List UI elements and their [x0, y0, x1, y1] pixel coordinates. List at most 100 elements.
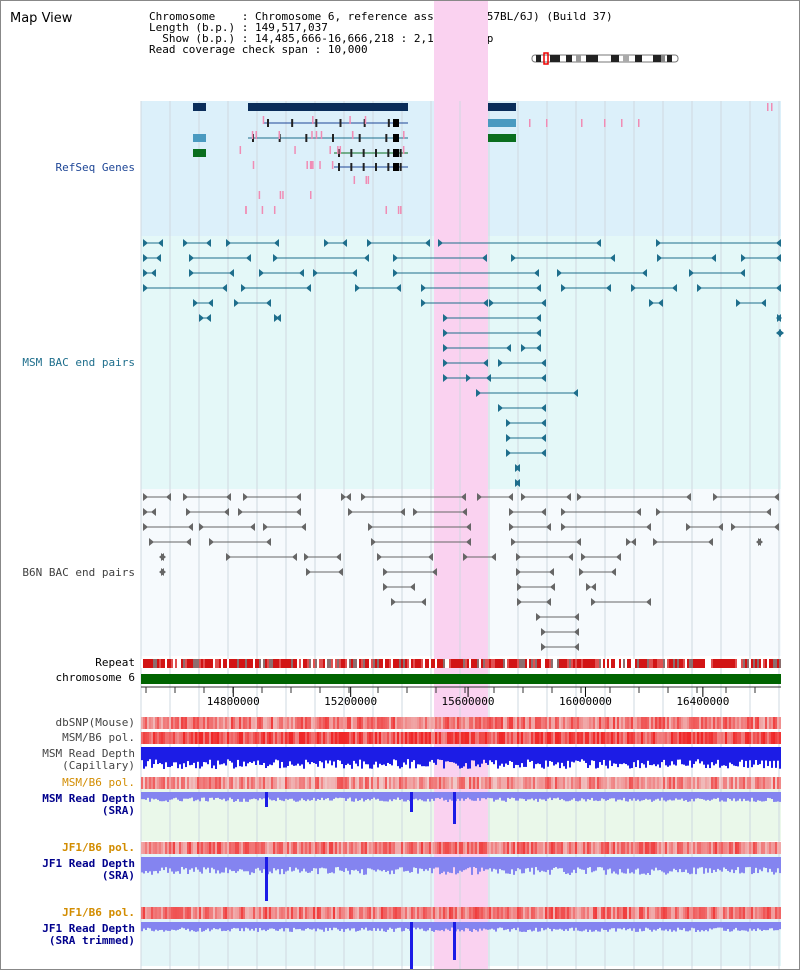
msm-sra-depth: [605, 792, 607, 801]
jf1-depth-sra-label: JF1 Read Depth (SRA): [5, 858, 135, 882]
msm-pol-cell: [469, 732, 471, 744]
msm-pol2-cell: [285, 777, 287, 789]
jf1-trimmed-depth: [423, 922, 425, 931]
dbsnp-cell: [221, 717, 223, 729]
jf1-sra-depth: [475, 857, 477, 869]
msm-sra-depth: [603, 792, 605, 800]
jf1-sra-depth: [641, 857, 643, 874]
jf1-trimmed-depth: [601, 922, 603, 929]
jf1-sra-depth: [511, 857, 513, 870]
jf1-sra-depth: [649, 857, 651, 875]
jf1-pol-cell: [299, 842, 301, 854]
b6n-bac-pair-end: [550, 583, 555, 591]
jf1-pol2-cell: [199, 907, 201, 919]
dbsnp-cell: [621, 717, 623, 729]
jf1-trimmed-depth: [179, 922, 181, 929]
msm-capillary-depth: [247, 747, 249, 764]
msm-pol-cell: [613, 732, 615, 744]
repeat-cell: [347, 659, 349, 668]
dbsnp-cell: [267, 717, 269, 729]
b6n-bac-pair-end: [708, 538, 713, 546]
jf1-pol-cell: [183, 842, 185, 854]
msm-bac-pair-end: [443, 344, 448, 352]
msm-sra-depth: [389, 792, 391, 800]
jf1-sra-depth: [581, 857, 583, 870]
b6n-bac-pair-end: [188, 523, 193, 531]
jf1-sra-depth: [167, 857, 169, 873]
jf1-sra-depth: [215, 857, 217, 874]
jf1-pol2-cell: [503, 907, 505, 919]
msm-capillary-depth: [169, 747, 171, 768]
msm-capillary-depth: [341, 747, 343, 765]
msm-pol2-cell: [169, 777, 171, 789]
jf1-pol2-cell: [279, 907, 281, 919]
b6n-bac-pair-end: [199, 523, 204, 531]
msm-capillary-depth: [253, 747, 255, 762]
msm-pol2-cell: [699, 777, 701, 789]
msm-pol-cell: [177, 732, 179, 744]
jf1-pol-cell: [191, 842, 193, 854]
jf1-pol-cell: [189, 842, 191, 854]
jf1-pol-cell: [511, 842, 513, 854]
msm-pol-cell: [709, 732, 711, 744]
dbsnp-cell: [151, 717, 153, 729]
msm-capillary-depth: [631, 747, 633, 769]
jf1-sra-depth: [213, 857, 215, 870]
repeat-cell: [553, 659, 555, 668]
jf1-pol2-cell: [391, 907, 393, 919]
refseq-gene: [193, 149, 206, 157]
jf1-trimmed-depth: [627, 922, 629, 930]
msm-pol2-cell: [415, 777, 417, 789]
msm-sra-depth: [315, 792, 317, 801]
msm-sra-depth: [393, 792, 395, 800]
dbsnp-cell: [457, 717, 459, 729]
repeat-cell: [381, 659, 383, 668]
msm-pol2-cell: [675, 777, 677, 789]
dbsnp-cell: [249, 717, 251, 729]
jf1-sra-depth: [557, 857, 559, 869]
jf1-pol2-cell: [163, 907, 165, 919]
msm-capillary-depth: [351, 747, 353, 769]
msm-sra-depth: [415, 792, 417, 799]
dbsnp-cell: [315, 717, 317, 729]
jf1-pol2-cell: [747, 907, 749, 919]
axis-tick-label: 15200000: [324, 695, 378, 708]
msm-pol2-cell: [365, 777, 367, 789]
msm-pol-cell: [683, 732, 685, 744]
b6n-bac-pair-end: [383, 583, 388, 591]
msm-bac-pair-end: [352, 269, 357, 277]
repeat-cell: [479, 659, 481, 668]
msm-sra-depth: [575, 792, 577, 801]
msm-pol-cell: [757, 732, 759, 744]
jf1-pol2-cell: [353, 907, 355, 919]
msm-sra-depth: [161, 792, 163, 802]
refseq-exon: [387, 149, 390, 157]
dbsnp-cell: [689, 717, 691, 729]
msm-bac-pair-end: [483, 299, 488, 307]
jf1-sra-depth: [763, 857, 765, 868]
repeat-cell: [673, 659, 675, 668]
msm-sra-depth: [423, 792, 425, 802]
jf1-trimmed-depth: [505, 922, 507, 930]
jf1-sra-depth: [629, 857, 631, 874]
msm-pol-cell: [675, 732, 677, 744]
msm-pol2-cell: [445, 777, 447, 789]
msm-pol-cell: [485, 732, 487, 744]
jf1-trimmed-depth: [425, 922, 427, 932]
msm-capillary-depth: [481, 747, 483, 764]
jf1-pol2-cell: [725, 907, 727, 919]
msm-capillary-depth: [447, 747, 449, 762]
jf1-pol-cell: [493, 842, 495, 854]
dbsnp-cell: [721, 717, 723, 729]
msm-sra-depth: [531, 792, 533, 799]
jf1-trimmed-depth: [561, 922, 563, 930]
jf1-pol2-cell: [483, 907, 485, 919]
jf1-trimmed-depth: [391, 922, 393, 929]
msm-pol2-cell: [753, 777, 755, 789]
msm-sra-depth: [523, 792, 525, 800]
msm-pol2-cell: [245, 777, 247, 789]
jf1-sra-depth: [569, 857, 571, 875]
b6n-bac-pair-end: [517, 583, 522, 591]
jf1-pol-cell: [317, 842, 319, 854]
